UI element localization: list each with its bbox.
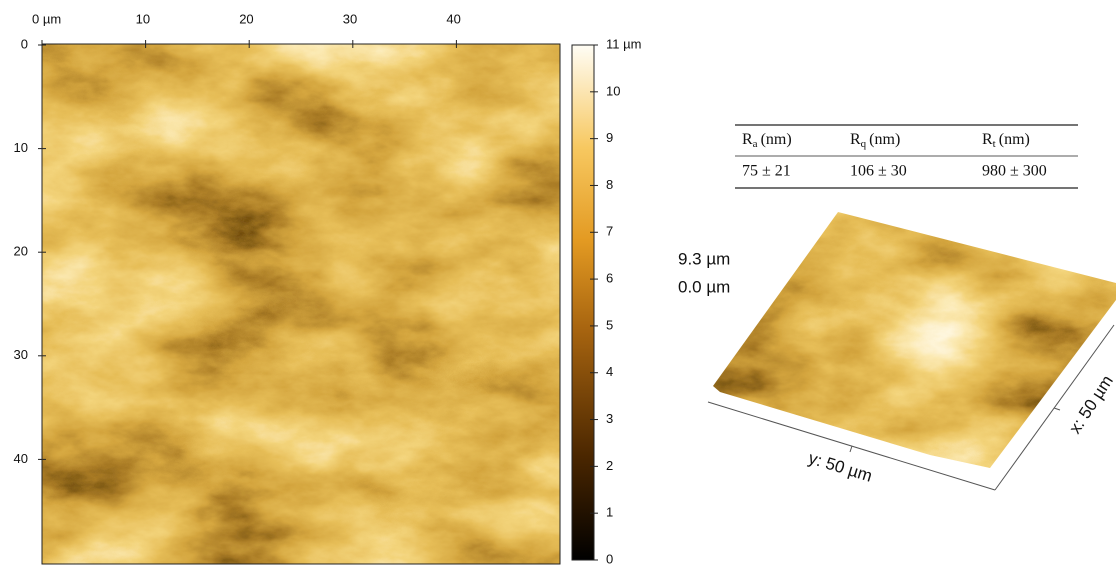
x-tick-label: 10 <box>136 11 150 26</box>
header-subscript: t <box>993 138 996 150</box>
x-tick-label: 20 <box>239 11 253 26</box>
colorbar-tick-label: 9 <box>606 130 613 145</box>
y-tick-label: 0 <box>21 36 28 51</box>
header-unit: (nm) <box>999 131 1030 148</box>
header-unit: (nm) <box>761 131 792 148</box>
y-tick-label: 20 <box>14 244 28 259</box>
header-symbol: R <box>982 131 993 148</box>
table-header: Rt(nm) <box>982 131 1030 150</box>
x-tick-label: 30 <box>343 11 357 26</box>
table-header: Rq(nm) <box>850 131 900 150</box>
table-cell: 106 ± 30 <box>850 163 907 180</box>
header-symbol: R <box>742 131 753 148</box>
figure: 0 µm10203040 010203040 11 µm109876543210… <box>0 0 1116 565</box>
colorbar-tick-label: 8 <box>606 177 613 192</box>
colorbar-tick-label: 2 <box>606 458 613 473</box>
y-tick-label: 10 <box>14 140 28 155</box>
header-unit: (nm) <box>869 131 900 148</box>
y-tick-label: 40 <box>14 451 28 466</box>
z-min-label: 0.0 µm <box>678 277 730 296</box>
table-header: Ra(nm) <box>742 131 792 150</box>
colorbar-tick-label: 0 <box>606 551 613 565</box>
table-cell: 75 ± 21 <box>742 163 791 180</box>
surface-3d: 9.3 µm 0.0 µm y: 50 µm x: 50 µm <box>678 200 1116 490</box>
header-symbol: R <box>850 131 861 148</box>
colorbar-tick-label: 4 <box>606 364 613 379</box>
z-max-label: 9.3 µm <box>678 249 730 268</box>
header-subscript: a <box>753 138 758 150</box>
table-cell: 980 ± 300 <box>982 163 1047 180</box>
x-tick-label: 0 µm <box>32 11 61 26</box>
colorbar-tick-label: 5 <box>606 317 613 332</box>
x-tick-label: 40 <box>446 11 460 26</box>
colorbar-tick-label: 10 <box>606 83 620 98</box>
x-axis: 0 µm 10 20 30 40 <box>32 11 461 48</box>
header-subscript: q <box>861 138 867 150</box>
afm-image <box>42 44 560 564</box>
y-tick-label: 30 <box>14 347 28 362</box>
colorbar <box>572 45 594 560</box>
colorbar-tick-label: 7 <box>606 224 613 239</box>
colorbar-tick-label: 3 <box>606 411 613 426</box>
colorbar-tick-label: 1 <box>606 505 613 520</box>
y-axis-label: y: 50 µm <box>806 448 874 485</box>
colorbar-tick-label: 11 µm <box>606 36 641 51</box>
y-axis: 0 10 20 30 40 <box>14 36 46 465</box>
colorbar-tick-label: 6 <box>606 271 613 286</box>
